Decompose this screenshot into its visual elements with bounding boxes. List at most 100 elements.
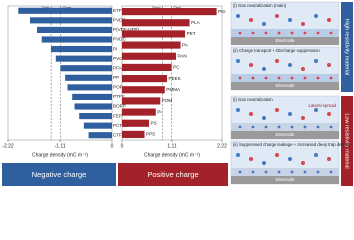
- bar: [60, 65, 112, 72]
- charge: [251, 31, 255, 35]
- ion: [275, 108, 279, 112]
- charge: [290, 76, 294, 80]
- ion: [314, 59, 318, 63]
- charge: [303, 76, 307, 80]
- bar: [122, 108, 156, 116]
- ion: [314, 14, 318, 18]
- bar: [122, 86, 165, 94]
- bar: [65, 74, 112, 81]
- group-label: High resistivity material: [344, 19, 350, 76]
- figure: -2.22 -1.11 0 Charge density (mC m⁻²) Qsh Qpm…: [2, 1, 353, 186]
- category-label: PI: [113, 46, 117, 51]
- material-layer: [231, 74, 339, 82]
- charge: [316, 125, 320, 129]
- category-label: ETFE: [113, 8, 125, 13]
- category-label: PEI: [218, 9, 225, 14]
- ion: [301, 22, 305, 26]
- panel-title: (i) Gas neutralization: [233, 97, 273, 102]
- bar: [122, 119, 150, 127]
- charge: [277, 76, 281, 80]
- category-label: PAN: [178, 53, 187, 58]
- charge: [329, 31, 333, 35]
- category-label: POM: [162, 98, 173, 103]
- bar: [122, 97, 161, 105]
- bar: [122, 52, 177, 60]
- electrode-label: Electrode: [275, 38, 295, 43]
- charge: [329, 125, 333, 129]
- bar: [88, 132, 112, 139]
- charge: [264, 76, 268, 80]
- ion: [275, 59, 279, 63]
- charge: [264, 31, 268, 35]
- category-label: P(VDF-HFP): [113, 27, 139, 32]
- category-label: PVDC: [113, 37, 126, 42]
- ion: [301, 67, 305, 71]
- charge: [251, 170, 255, 174]
- category-label: PCTFE: [113, 123, 128, 128]
- ion: [327, 157, 331, 161]
- ion: [314, 108, 318, 112]
- bar: [122, 41, 181, 49]
- chart-label: Positive charge: [147, 170, 198, 179]
- x-tick-label: -1.11: [54, 143, 65, 149]
- reference-label: Qsh: [174, 5, 181, 10]
- ion: [262, 116, 266, 120]
- charge: [290, 125, 294, 129]
- plot-frame: [7, 5, 113, 141]
- charge: [316, 170, 320, 174]
- ion: [288, 18, 292, 22]
- reference-label: Qpm: [62, 5, 71, 10]
- bar: [67, 84, 112, 91]
- charge: [316, 76, 320, 80]
- reference-label: Qsh: [42, 5, 49, 10]
- ion: [236, 59, 240, 63]
- bar: [72, 93, 112, 100]
- electrode: [231, 176, 339, 184]
- charge: [303, 170, 307, 174]
- category-label: BOPP: [113, 104, 126, 109]
- group-band: [341, 96, 353, 186]
- bar: [83, 122, 112, 129]
- charge: [238, 170, 242, 174]
- bar: [18, 7, 113, 14]
- material-layer: [231, 168, 339, 176]
- charge: [290, 170, 294, 174]
- ion: [262, 67, 266, 71]
- ion: [262, 22, 266, 26]
- charge: [303, 125, 307, 129]
- ion: [327, 63, 331, 67]
- bar: [30, 17, 112, 24]
- panel-title: (ii) Suppressed charge leakage + Increas…: [233, 142, 351, 147]
- charge: [238, 31, 242, 35]
- category-label: PEEK: [169, 76, 182, 81]
- category-label: CTFE: [113, 132, 125, 137]
- charge: [264, 125, 268, 129]
- ion: [249, 63, 253, 67]
- bar: [122, 8, 217, 16]
- category-label: PTFE: [113, 94, 125, 99]
- bar: [55, 55, 112, 62]
- material-layer: [231, 29, 339, 37]
- charge: [303, 31, 307, 35]
- bar: [41, 36, 112, 43]
- electrode-label: Electrode: [275, 83, 295, 88]
- ion: [288, 112, 292, 116]
- charge: [277, 125, 281, 129]
- ion: [275, 14, 279, 18]
- category-label: PMMA: [166, 87, 181, 92]
- bar: [51, 46, 112, 53]
- ion: [288, 63, 292, 67]
- charge: [277, 31, 281, 35]
- chart-label: Negative charge: [32, 170, 87, 179]
- charge: [251, 76, 255, 80]
- x-tick-label: 2.22: [217, 143, 227, 149]
- category-label: PLA: [191, 20, 201, 25]
- x-tick-label: -2.22: [2, 143, 14, 149]
- panel-title: (ii) Charge transport + Discharge suppre…: [233, 48, 320, 53]
- category-label: PC: [173, 65, 180, 70]
- ion: [249, 157, 253, 161]
- x-tick-label: 0: [111, 143, 114, 149]
- group-label: Low resistivity material: [344, 113, 350, 168]
- charge: [277, 170, 281, 174]
- reference-label: Qpm: [152, 5, 161, 10]
